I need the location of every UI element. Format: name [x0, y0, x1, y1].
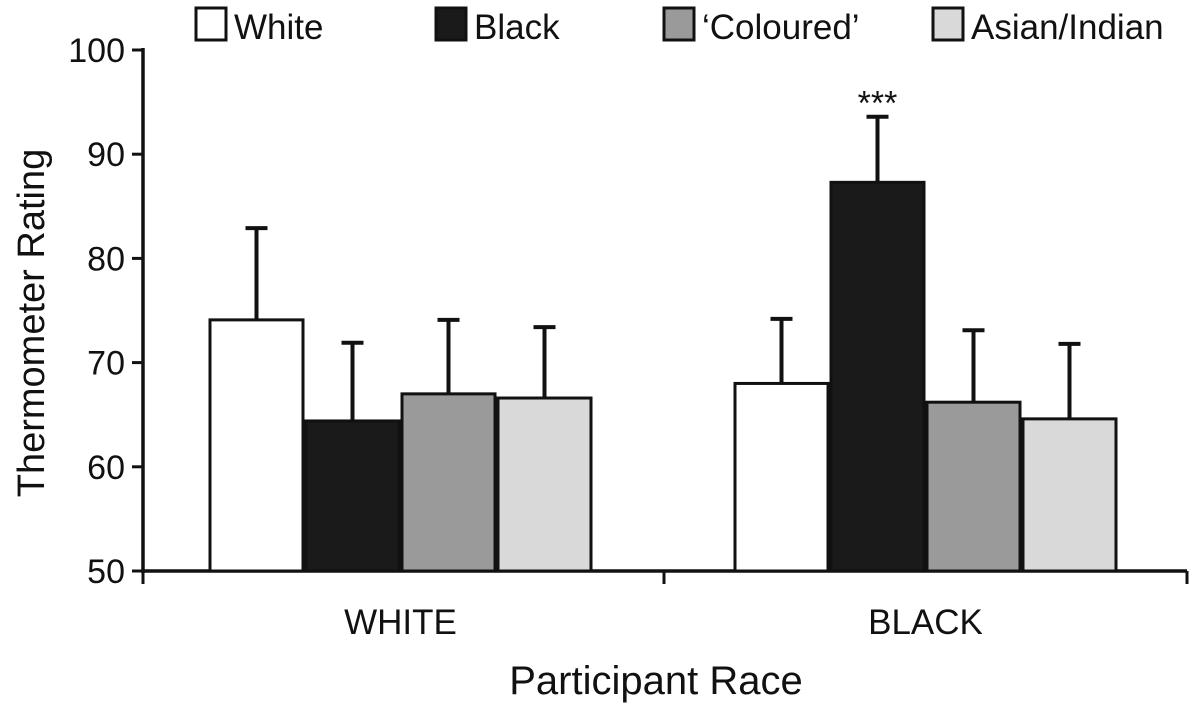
bar-asian-indian-black [1021, 417, 1118, 573]
y-tick-label: 60 [87, 449, 125, 487]
bar-white-white [208, 318, 305, 573]
y-tick-label: 80 [87, 240, 125, 278]
x-tick-label: WHITE [344, 603, 457, 642]
bars [208, 180, 1118, 573]
legend-label-asian-indian: Asian/Indian [971, 8, 1164, 47]
legend-swatch-white [194, 6, 228, 42]
error-bars [245, 114, 1081, 421]
bar-black-white [304, 419, 401, 573]
y-tick-label: 100 [68, 32, 125, 70]
axes: 50 60 70 80 90 100 WHITE BLACK [68, 32, 1189, 642]
x-axis-label: Participant Race [509, 659, 802, 703]
bar-asian-indian-white [496, 396, 593, 573]
annotations: *** [858, 85, 898, 123]
y-tick-label: 70 [87, 345, 125, 383]
x-tick-label: BLACK [868, 603, 983, 642]
legend-swatch-asian-indian [931, 6, 965, 42]
bar-white-black [733, 381, 830, 573]
legend-swatch-black [434, 6, 468, 42]
legend-label-coloured: ‘Coloured’ [702, 8, 860, 47]
bar-coloured-white [400, 392, 497, 573]
legend: White Black ‘Coloured’ Asian/Indian [194, 6, 1164, 47]
bar-coloured-black [925, 400, 1022, 573]
y-tick-label: 90 [87, 136, 125, 174]
bar-black-black [829, 180, 926, 573]
y-tick-label: 50 [87, 553, 125, 591]
y-axis-label: Thermometer Rating [11, 149, 53, 497]
significance-marker: *** [858, 85, 898, 123]
legend-label-black: Black [474, 8, 560, 47]
legend-label-white: White [234, 8, 323, 47]
legend-swatch-coloured [662, 6, 696, 42]
